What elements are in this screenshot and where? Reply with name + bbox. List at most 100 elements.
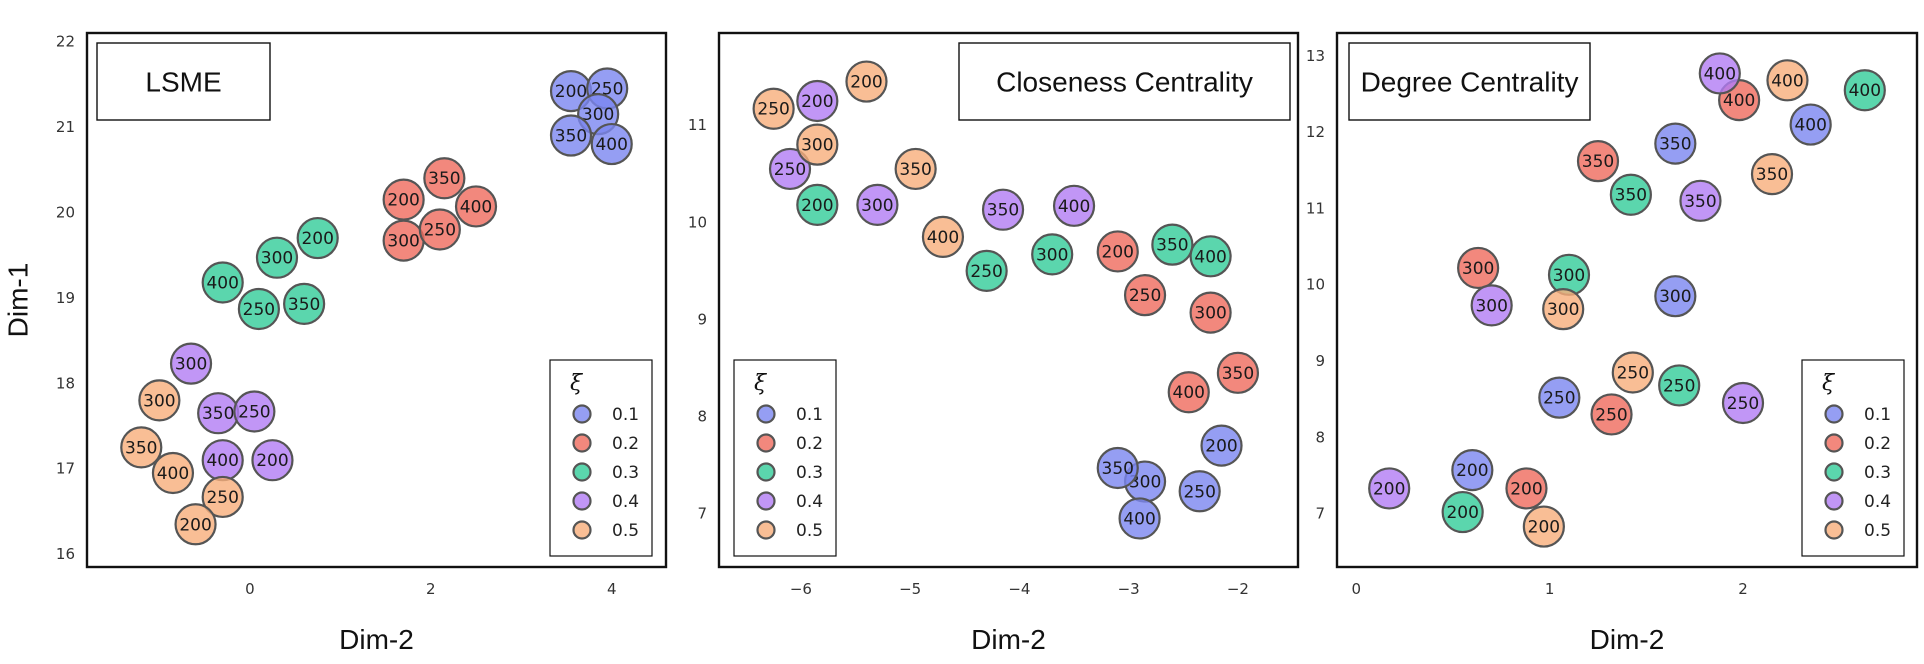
data-point-xi-05-250 [201, 475, 244, 519]
data-point-xi-03-400 [1843, 69, 1886, 112]
data-point-label: 200 [1102, 242, 1134, 262]
x-tick-label: 1 [1545, 580, 1555, 598]
data-point-xi-02-300 [1189, 291, 1232, 334]
y-tick-label: 10 [688, 213, 707, 231]
data-point-label: 400 [1704, 64, 1736, 84]
data-point-label: 350 [1222, 364, 1254, 384]
data-point-xi-01-250 [1538, 376, 1581, 419]
data-point-xi-02-200 [1505, 467, 1548, 510]
chart-title: LSME [145, 67, 221, 98]
y-tick-label: 8 [697, 408, 707, 426]
data-point-xi-05-350 [1750, 153, 1794, 196]
legend-marker [572, 404, 592, 424]
legend-marker [572, 433, 592, 453]
data-point-label: 200 [301, 229, 333, 249]
y-tick-label: 11 [688, 116, 707, 134]
data-point-label: 400 [1194, 247, 1226, 267]
data-point-xi-02-250 [418, 208, 461, 251]
data-point-xi-01-350 [549, 114, 593, 157]
data-point-label: 300 [582, 105, 614, 125]
legend-marker [1824, 433, 1844, 453]
data-point-xi-03-350 [1609, 173, 1652, 216]
y-tick-label: 18 [56, 374, 75, 392]
x-tick-label: −2 [1227, 580, 1249, 598]
data-point-xi-04-200 [796, 79, 839, 123]
data-point-label: 200 [850, 73, 882, 93]
data-point-xi-05-300 [1542, 288, 1585, 331]
data-point-xi-03-200 [1441, 490, 1484, 534]
data-point-label: 300 [1475, 296, 1507, 316]
data-point-label: 400 [595, 135, 627, 155]
legend-marker [756, 433, 776, 453]
data-point-label: 400 [1723, 91, 1755, 111]
data-point-xi-04-350 [981, 188, 1025, 231]
title-box [958, 42, 1291, 121]
data-point-xi-02-350 [1216, 351, 1260, 394]
y-tick-label: 21 [56, 118, 75, 136]
y-tick-label: 19 [56, 289, 75, 307]
data-point-xi-05-250 [1611, 351, 1654, 394]
legend-label: 0.2 [612, 434, 639, 454]
data-point-label: 250 [1183, 482, 1215, 502]
legend-label: 0.3 [796, 463, 823, 483]
data-point-xi-04-400 [1052, 184, 1096, 227]
data-point-label: 300 [1553, 266, 1585, 286]
data-point-label: 350 [987, 201, 1019, 221]
x-tick-label: −3 [1118, 580, 1140, 598]
legend-title: ξ [754, 371, 768, 396]
y-tick-label: 11 [1306, 199, 1325, 217]
data-point-label: 250 [424, 221, 456, 241]
data-point-label: 400 [1771, 71, 1803, 91]
data-point-label: 300 [801, 136, 833, 156]
y-tick-label: 12 [1306, 123, 1325, 141]
data-point-label: 400 [206, 451, 238, 471]
title-box [1348, 42, 1591, 121]
data-point-xi-05-350 [120, 426, 163, 469]
legend-marker [1824, 462, 1844, 482]
data-point-xi-03-350 [1151, 223, 1194, 266]
legend-frame [549, 359, 653, 557]
data-point-label: 350 [1156, 236, 1188, 256]
legend-label: 0.4 [1864, 492, 1891, 512]
legend-marker [572, 491, 592, 511]
legend-label: 0.2 [1864, 434, 1891, 454]
data-point-label: 350 [1659, 135, 1691, 155]
data-point-label: 350 [428, 169, 460, 189]
legend-marker [756, 404, 776, 424]
data-point-label: 400 [206, 273, 238, 293]
legend: ξ 0.1 0.2 0.3 0.4 0.5 [1801, 359, 1905, 557]
legend-marker [572, 462, 592, 482]
data-point-label: 350 [288, 295, 320, 315]
data-point-xi-01-300 [1654, 275, 1697, 318]
legend-label: 0.2 [796, 434, 823, 454]
data-point-xi-04-200 [251, 439, 294, 482]
legend-label: 0.5 [612, 521, 639, 541]
legend-marker [756, 520, 776, 540]
data-point-xi-05-300 [796, 123, 839, 166]
data-point-xi-05-400 [151, 451, 195, 495]
data-point-label: 200 [801, 92, 833, 112]
data-point-label: 250 [1663, 376, 1695, 396]
data-point-xi-03-400 [1189, 235, 1232, 278]
data-point-label: 250 [1727, 394, 1759, 414]
data-point-label: 400 [157, 464, 189, 484]
data-point-label: 350 [555, 127, 587, 147]
y-tick-label: 7 [697, 505, 707, 523]
legend-label: 0.4 [796, 492, 823, 512]
data-point-label: 200 [1205, 437, 1237, 457]
x-tick-label: 2 [426, 580, 436, 598]
data-point-label: 300 [1547, 300, 1579, 320]
y-tick-label: 13 [1306, 47, 1325, 65]
legend-label: 0.3 [612, 463, 639, 483]
data-point-xi-05-400 [921, 215, 965, 258]
data-point-label: 250 [1543, 389, 1575, 409]
legend-label: 0.3 [1864, 463, 1891, 483]
y-tick-label: 7 [1315, 505, 1325, 523]
data-point-label: 250 [1617, 363, 1649, 383]
x-tick-label: −4 [1008, 580, 1030, 598]
data-point-xi-03-300 [1031, 233, 1074, 276]
data-point-label: 200 [801, 196, 833, 216]
plot-frame [717, 31, 1300, 569]
